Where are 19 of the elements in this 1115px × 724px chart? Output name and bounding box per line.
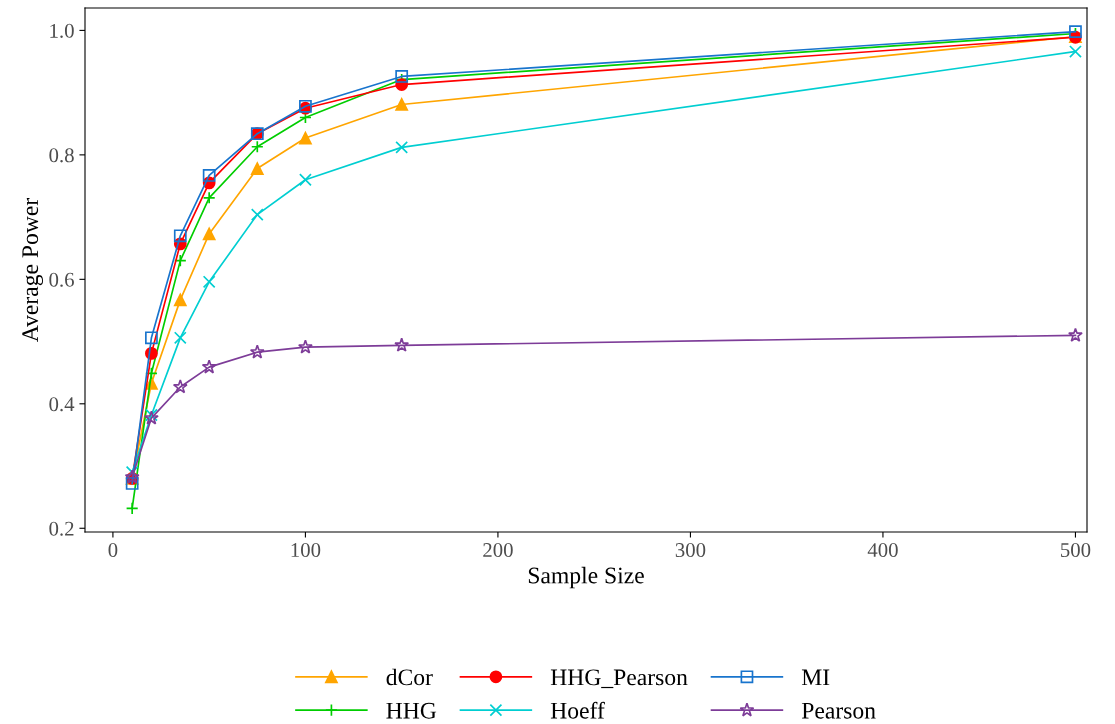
x-tick-label: 400	[867, 543, 898, 558]
legend-label: dCor	[386, 668, 433, 686]
legend-label: MI	[801, 669, 830, 686]
y-tick-label: 1.0	[50, 23, 74, 38]
legend-label: Pearson	[801, 702, 876, 719]
legend-label: Hoeff	[550, 701, 605, 719]
y-tick-label: 0.6	[49, 272, 74, 287]
x-tick-label: 500	[1061, 543, 1091, 558]
y-tick-label: 0.4	[49, 397, 75, 412]
y-tick-label: 0.8	[49, 148, 74, 163]
y-tick-label: 0.2	[49, 521, 74, 536]
x-tick-label: 100	[291, 543, 321, 558]
y-axis-title: Average Power	[22, 197, 43, 342]
x-tick-label: 300	[675, 543, 706, 558]
legend-label: HHG	[386, 702, 437, 719]
x-tick-label: 200	[483, 543, 513, 558]
x-tick-label: 0	[108, 543, 118, 558]
legend-label: HHG_Pearson	[550, 669, 688, 689]
x-axis-title: Sample Size	[528, 566, 644, 589]
